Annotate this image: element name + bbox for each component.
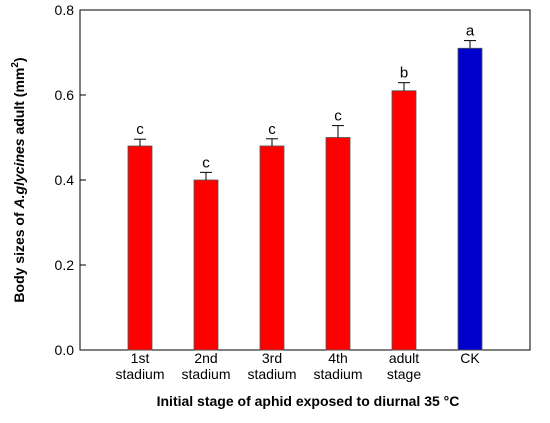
significance-letter: c [202, 154, 210, 171]
significance-letter: b [400, 65, 408, 82]
y-tick-label: 0.0 [55, 342, 75, 358]
x-tick-label: 2nd stadium [181, 350, 230, 382]
y-axis-title-prefix: Body sizes of [11, 208, 27, 302]
bar [259, 145, 285, 351]
x-tick-label: 1st stadium [115, 350, 164, 382]
y-axis-title-species: A.glycines [11, 138, 27, 209]
bar [457, 47, 483, 351]
x-tick-label-line: stadium [313, 366, 362, 382]
x-tick-label: CK [460, 350, 480, 366]
y-tick-label: 0.4 [55, 172, 75, 188]
significance-letter: c [334, 108, 342, 125]
x-axis-title: Initial stage of aphid exposed to diurna… [157, 393, 460, 409]
y-tick-label: 0.6 [55, 87, 75, 103]
bar [391, 90, 417, 351]
y-axis-title-middle: adult (mm [11, 68, 27, 139]
x-tick-label-line: stadium [115, 366, 164, 382]
significance-letter: c [136, 121, 144, 138]
x-tick-label-line: CK [460, 350, 480, 366]
x-tick-label-line: 2nd [194, 350, 217, 366]
x-tick-label-line: adult [389, 350, 419, 366]
y-tick-label: 0.8 [55, 2, 75, 18]
significance-letter: c [268, 121, 276, 138]
x-tick-label-line: stage [387, 366, 421, 382]
y-axis-title-superscript: 2 [10, 62, 21, 68]
y-axis-title: Body sizes of A.glycines adult (mm2) [10, 57, 27, 302]
y-tick-label: 0.2 [55, 257, 75, 273]
significance-letter: a [466, 23, 475, 40]
x-tick-label: adult stage [387, 350, 421, 382]
bar [193, 179, 219, 351]
x-tick-label: 4th stadium [313, 350, 362, 382]
bar [325, 137, 351, 351]
x-tick-label-line: 1st [131, 350, 150, 366]
x-tick-label-line: 3rd [262, 350, 282, 366]
y-axis-title-suffix: ) [11, 57, 27, 62]
bar [127, 145, 153, 351]
x-tick-label: 3rd stadium [247, 350, 296, 382]
x-tick-label-line: 4th [328, 350, 347, 366]
x-tick-label-line: stadium [181, 366, 230, 382]
x-tick-label-line: stadium [247, 366, 296, 382]
